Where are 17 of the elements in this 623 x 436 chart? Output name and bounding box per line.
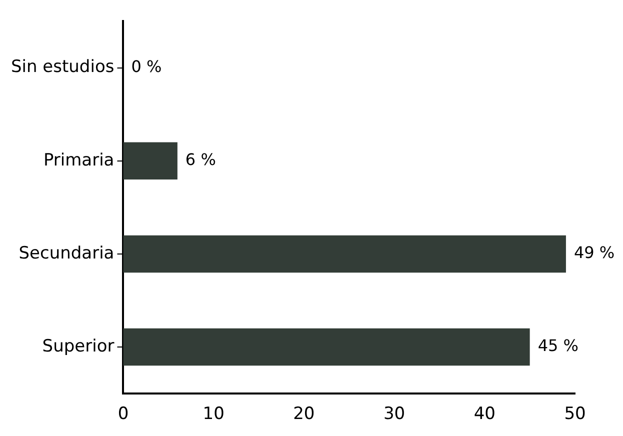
y-tick-label: Sin estudios	[10, 57, 114, 78]
x-tick-label: 50	[564, 404, 586, 424]
x-tick-label: 20	[293, 404, 315, 424]
data-label: 0 %	[131, 56, 162, 76]
x-tick-label: 0	[118, 404, 129, 424]
data-label: 45 %	[538, 336, 578, 356]
y-tick-label: Primaria	[43, 150, 114, 170]
bar	[123, 328, 530, 366]
data-label: 6 %	[185, 150, 216, 170]
y-tick-label: Secundaria	[18, 243, 114, 264]
data-label: 49 %	[574, 243, 615, 262]
bar	[123, 142, 178, 180]
x-tick-label: 30	[383, 404, 406, 424]
y-tick-label: Superior	[42, 336, 114, 356]
x-tick-label: 10	[202, 404, 224, 424]
bar	[123, 235, 566, 273]
x-tick-label: 40	[474, 404, 496, 424]
